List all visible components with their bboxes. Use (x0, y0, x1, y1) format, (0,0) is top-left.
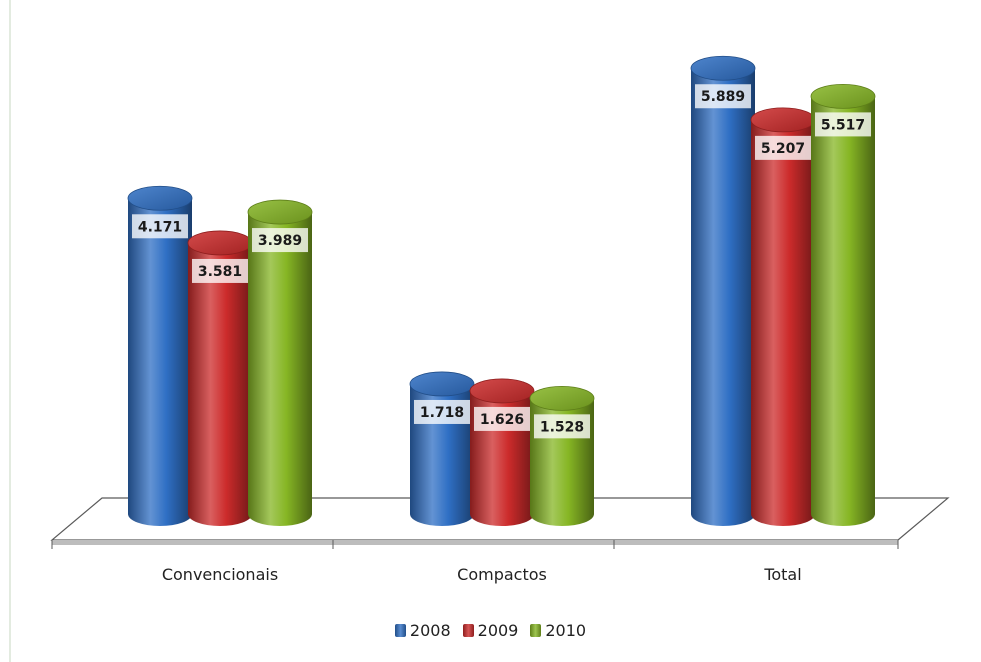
data-label-box (534, 414, 590, 439)
data-label-2008-compactos: 1.718 (414, 399, 470, 424)
data-label-text: 5.889 (701, 89, 745, 105)
bar-2009-compactos (469, 378, 535, 526)
data-label-2010-convencionais: 3.989 (252, 228, 308, 253)
data-label-text: 1.626 (480, 412, 524, 428)
data-label-box (192, 258, 248, 283)
legend-swatch (462, 623, 474, 637)
category-label: Total (763, 565, 801, 584)
data-label-text: 1.528 (540, 419, 584, 435)
floor-edge (52, 540, 898, 545)
data-label-2008-total: 5.889 (695, 84, 751, 109)
data-label-2008-convencionais: 4.171 (132, 214, 188, 239)
bar-top (529, 385, 595, 411)
data-label-box (755, 135, 811, 160)
data-label-text: 5.517 (821, 117, 865, 133)
frame-left-border (9, 0, 11, 662)
bar-body (248, 212, 312, 526)
bar-top (187, 230, 253, 256)
bar-top (247, 199, 313, 225)
data-label-text: 3.581 (198, 264, 242, 280)
data-label-2010-total: 5.517 (815, 112, 871, 137)
data-label-box (132, 214, 188, 239)
bar-body (811, 96, 875, 526)
data-label-box (414, 399, 470, 424)
legend-label: 2009 (477, 620, 519, 640)
bar-2010-compactos (529, 385, 595, 526)
bar-body (128, 198, 192, 526)
bar-body (188, 242, 252, 526)
data-label-box (695, 84, 751, 109)
bar-top (127, 185, 193, 211)
bar-body (691, 68, 755, 527)
data-label-box (252, 228, 308, 253)
bars (127, 55, 876, 527)
category-label: Compactos (457, 565, 547, 584)
data-label-2009-compactos: 1.626 (474, 406, 530, 431)
data-label-text: 4.171 (138, 219, 182, 235)
bar-2009-total (750, 107, 816, 527)
bar-top (690, 55, 756, 81)
bar-2008-compactos (409, 371, 475, 526)
data-label-2009-total: 5.207 (755, 135, 811, 160)
bar-top (469, 378, 535, 404)
bar-2009-convencionais (187, 230, 253, 526)
data-label-2010-compactos: 1.528 (534, 414, 590, 439)
data-label-text: 1.718 (420, 405, 464, 421)
bar-2008-convencionais (127, 185, 193, 526)
bar-2008-total (690, 55, 756, 527)
data-label-text: 3.989 (258, 233, 302, 249)
legend-label: 2008 (409, 620, 451, 640)
bar-top (810, 84, 876, 109)
bar-top (409, 371, 475, 397)
category-labels: Convencionais Compactos Total (162, 565, 802, 584)
bar-body (751, 119, 815, 527)
data-label-2009-convencionais: 3.581 (192, 258, 248, 283)
legend-swatch (394, 623, 406, 637)
legend-item-2009: 2009 (462, 620, 519, 640)
data-label-box (815, 112, 871, 137)
bar-2010-total (810, 84, 876, 526)
data-label-text: 5.207 (761, 141, 805, 157)
data-labels: 4.171 3.581 3.989 1.718 1.626 1.528 5.889 5.207… (132, 84, 871, 439)
category-label: Convencionais (162, 565, 278, 584)
legend-item-2010: 2010 (530, 621, 586, 640)
legend-swatch (530, 623, 542, 637)
legend-label: 2010 (545, 620, 587, 640)
data-label-box (474, 406, 530, 431)
legend-item-2008: 2008 (394, 620, 451, 640)
bar-top (750, 107, 816, 133)
bar-2010-convencionais (247, 199, 313, 526)
legend: 2008 2009 2010 (0, 618, 981, 642)
